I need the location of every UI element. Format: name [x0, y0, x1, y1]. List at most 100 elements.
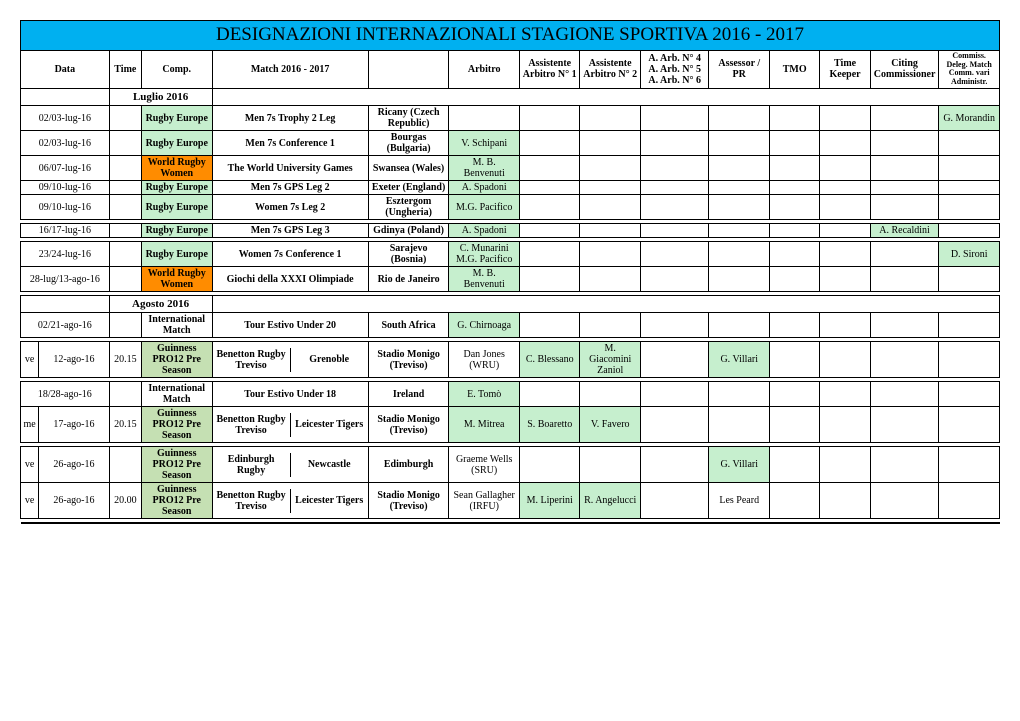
- match-cell: Edinburgh RugbyNewcastle: [212, 447, 368, 483]
- assist2-cell: [580, 242, 640, 267]
- citing-cell: [870, 382, 939, 407]
- time-cell: [109, 242, 141, 267]
- month-luglio: Luglio 2016: [109, 89, 212, 106]
- venue-cell: Rio de Janeiro: [368, 267, 449, 292]
- match-away: Leicester Tigers: [290, 489, 368, 513]
- match-cell: Men 7s Conference 1: [212, 131, 368, 156]
- citing-cell: [870, 342, 939, 378]
- dow-cell: me: [21, 407, 39, 443]
- commiss-cell: [939, 407, 1000, 443]
- tmo-cell: [769, 131, 819, 156]
- assist1-cell: [519, 195, 579, 220]
- hdr-commiss: Commiss.Deleg. MatchComm. variAdministr.: [939, 50, 1000, 88]
- match-cell: Benetton Rugby TrevisoLeicester Tigers: [212, 407, 368, 443]
- timekeeper-cell: [820, 447, 870, 483]
- date-cell: 06/07-lug-16: [21, 156, 110, 181]
- match-cell: Men 7s GPS Leg 2: [212, 181, 368, 195]
- hdr-ass1: AssistenteArbitro N° 1: [519, 50, 579, 88]
- table-row: 02/03-lug-16Rugby EuropeMen 7s Conferenc…: [21, 131, 1000, 156]
- commiss-cell: [939, 342, 1000, 378]
- dow-cell: ve: [21, 342, 39, 378]
- time-cell: 20.00: [109, 483, 141, 519]
- citing-cell: [870, 195, 939, 220]
- assist1-cell: [519, 313, 579, 338]
- tmo-cell: [769, 447, 819, 483]
- page-title: DESIGNAZIONI INTERNAZIONALI STAGIONE SPO…: [21, 21, 1000, 51]
- hdr-venue: [368, 50, 449, 88]
- assist2-cell: R. Angelucci: [580, 483, 640, 519]
- venue-cell: Stadio Monigo (Treviso): [368, 407, 449, 443]
- referee-cell: M. B. Benvenuti: [449, 267, 520, 292]
- separator: [21, 519, 1000, 523]
- citing-cell: [870, 483, 939, 519]
- venue-cell: Bourgas (Bulgaria): [368, 131, 449, 156]
- comp-cell: Guinness PRO12 Pre Season: [141, 447, 212, 483]
- table-row: 16/17-lug-16Rugby EuropeMen 7s GPS Leg 3…: [21, 224, 1000, 238]
- venue-cell: Swansea (Wales): [368, 156, 449, 181]
- time-cell: [109, 106, 141, 131]
- hdr-comp: Comp.: [141, 50, 212, 88]
- assessor-cell: [709, 224, 769, 238]
- assist2-cell: [580, 106, 640, 131]
- venue-cell: Ricany (Czech Republic): [368, 106, 449, 131]
- tmo-cell: [769, 407, 819, 443]
- timekeeper-cell: [820, 156, 870, 181]
- venue-cell: Exeter (England): [368, 181, 449, 195]
- arb456-cell: [640, 483, 709, 519]
- assessor-cell: [709, 267, 769, 292]
- date-cell: 26-ago-16: [39, 447, 110, 483]
- commiss-cell: [939, 224, 1000, 238]
- hdr-arbitro: Arbitro: [449, 50, 520, 88]
- match-home: Benetton Rugby Treviso: [213, 489, 291, 513]
- hdr-data: Data: [21, 50, 110, 88]
- table-row: 06/07-lug-16World Rugby WomenThe World U…: [21, 156, 1000, 181]
- comp-cell: Rugby Europe: [141, 195, 212, 220]
- match-cell: Benetton Rugby TrevisoGrenoble: [212, 342, 368, 378]
- timekeeper-cell: [820, 242, 870, 267]
- comp-cell: Rugby Europe: [141, 181, 212, 195]
- table-row: ve26-ago-16 Guinness PRO12 Pre SeasonEdin…: [21, 447, 1000, 483]
- date-cell: 28-lug/13-ago-16: [21, 267, 110, 292]
- comp-cell: Rugby Europe: [141, 131, 212, 156]
- time-cell: [109, 131, 141, 156]
- commiss-cell: [939, 447, 1000, 483]
- match-cell: Benetton Rugby TrevisoLeicester Tigers: [212, 483, 368, 519]
- referee-cell: A. Spadoni: [449, 224, 520, 238]
- assist1-cell: [519, 156, 579, 181]
- comp-cell: International Match: [141, 382, 212, 407]
- assist1-cell: [519, 267, 579, 292]
- table-row: ve26-ago-1620.00Guinness PRO12 Pre Seaso…: [21, 483, 1000, 519]
- schedule-table: DESIGNAZIONI INTERNAZIONALI STAGIONE SPO…: [20, 20, 1000, 524]
- assist1-cell: [519, 181, 579, 195]
- match-home: Benetton Rugby Treviso: [213, 348, 291, 372]
- time-cell: 20.15: [109, 407, 141, 443]
- arb456-cell: [640, 313, 709, 338]
- referee-cell: G. Chirnoaga: [449, 313, 520, 338]
- time-cell: [109, 313, 141, 338]
- table-row: 23/24-lug-16Rugby EuropeWomen 7s Confere…: [21, 242, 1000, 267]
- timekeeper-cell: [820, 106, 870, 131]
- timekeeper-cell: [820, 483, 870, 519]
- commiss-cell: [939, 313, 1000, 338]
- referee-cell: E. Tomò: [449, 382, 520, 407]
- assist1-cell: [519, 447, 579, 483]
- table-row: 09/10-lug-16Rugby EuropeMen 7s GPS Leg 2…: [21, 181, 1000, 195]
- table-row: 18/28-ago-16International MatchTour Esti…: [21, 382, 1000, 407]
- date-cell: 18/28-ago-16: [21, 382, 110, 407]
- time-cell: [109, 267, 141, 292]
- comp-cell: International Match: [141, 313, 212, 338]
- assist2-cell: M. Giacomini Zaniol: [580, 342, 640, 378]
- referee-cell: C. MunariniM.G. Pacifico: [449, 242, 520, 267]
- hdr-citing: CitingCommissioner: [870, 50, 939, 88]
- venue-cell: South Africa: [368, 313, 449, 338]
- hdr-assessor: Assessor /PR: [709, 50, 769, 88]
- date-cell: 23/24-lug-16: [21, 242, 110, 267]
- citing-cell: [870, 267, 939, 292]
- assessor-cell: G. Villari: [709, 342, 769, 378]
- dow-cell: ve: [21, 447, 39, 483]
- assist2-cell: [580, 267, 640, 292]
- header-row: Data Time Comp. Match 2016 - 2017 Arbitr…: [21, 50, 1000, 88]
- table-row: 28-lug/13-ago-16World Rugby WomenGiochi …: [21, 267, 1000, 292]
- assist2-cell: [580, 195, 640, 220]
- tmo-cell: [769, 106, 819, 131]
